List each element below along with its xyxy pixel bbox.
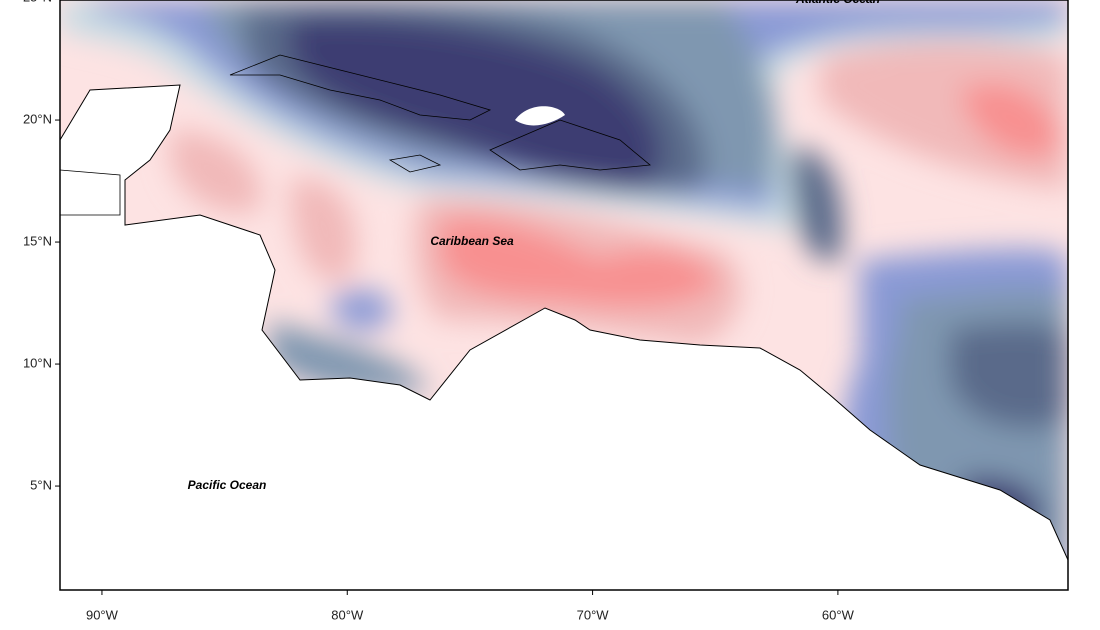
frame xyxy=(59,0,1069,591)
y-tick-label: 10°N xyxy=(23,355,52,370)
y-tick-label: 5°N xyxy=(30,477,52,492)
x-tick-label: 90°W xyxy=(86,607,119,622)
anomaly-field xyxy=(60,0,1068,590)
x-tick-label: 60°W xyxy=(822,607,855,622)
x-tick-label: 80°W xyxy=(331,607,364,622)
place-label: Caribbean Sea xyxy=(430,234,514,248)
y-tick-label: 15°N xyxy=(23,233,52,248)
place-label: Atlantic Ocean xyxy=(795,0,880,6)
y-tick-label: 25°N xyxy=(23,0,52,4)
place-label: Pacific Ocean xyxy=(188,478,267,492)
x-tick-label: 70°W xyxy=(577,607,610,622)
y-tick-label: 20°N xyxy=(23,111,52,126)
